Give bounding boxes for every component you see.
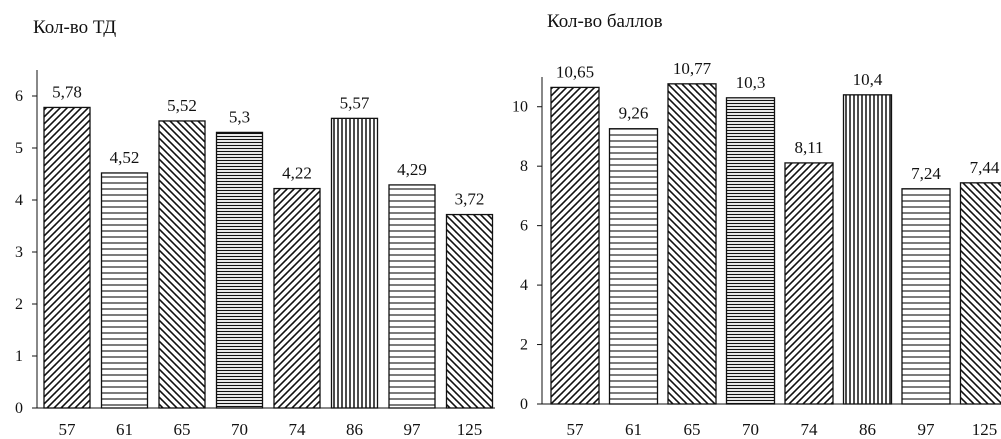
- x-tick-label: 97: [918, 420, 936, 439]
- y-tick-label: 1: [15, 348, 23, 365]
- x-tick-label: 86: [859, 420, 876, 439]
- x-tick-label: 57: [567, 420, 585, 439]
- x-tick-label: 65: [174, 420, 191, 439]
- data-label: 7,44: [970, 158, 1000, 177]
- x-tick-label: 61: [625, 420, 642, 439]
- data-label: 5,3: [229, 107, 250, 126]
- chart-title: Кол-во ТД: [33, 17, 117, 38]
- bar-61: [100, 172, 149, 409]
- x-tick-label: 125: [972, 420, 998, 439]
- x-tick-label: 61: [116, 420, 133, 439]
- data-label: 4,52: [110, 148, 140, 167]
- bar-70: [215, 131, 264, 409]
- data-label: 10,4: [853, 70, 883, 89]
- data-label: 4,29: [397, 160, 427, 179]
- bar-65: [667, 83, 717, 405]
- data-label: 9,26: [619, 104, 649, 123]
- y-tick-label: 8: [520, 158, 528, 175]
- bar-97: [388, 184, 436, 409]
- data-label: 8,11: [794, 138, 823, 157]
- y-tick-label: 2: [15, 296, 23, 313]
- bar-70: [725, 97, 776, 405]
- bar-97: [901, 188, 951, 405]
- x-tick-label: 86: [346, 420, 363, 439]
- data-label: 10,3: [736, 73, 766, 92]
- y-tick-label: 6: [15, 88, 23, 105]
- bar-125: [959, 182, 1001, 405]
- bar-74: [273, 187, 321, 409]
- x-tick-label: 74: [289, 420, 307, 439]
- chart-right: Кол-во баллов 0 2 4 6 8 10 10,65 57 9,26 61 10,77 6…: [500, 0, 1001, 439]
- x-tick-label: 65: [684, 420, 701, 439]
- y-tick-label: 3: [15, 244, 23, 261]
- data-label: 10,65: [556, 62, 594, 81]
- data-label: 5,78: [52, 82, 82, 101]
- chart-plot: 0 2 4 6 8 10 10,65 57 9,26 61 10,77 65 10,3 70 8,11 74 1…: [512, 59, 1001, 439]
- y-tick-label: 10: [512, 99, 528, 116]
- data-label: 10,77: [673, 59, 712, 78]
- bar-74: [784, 162, 834, 405]
- y-tick-label: 4: [520, 277, 528, 294]
- x-tick-label: 97: [404, 420, 422, 439]
- bar-125: [445, 213, 494, 409]
- y-tick-label: 2: [520, 337, 528, 354]
- y-tick-label: 4: [15, 192, 23, 209]
- chart-left: Кол-во ТД 0 1 2 3 4 5 6 5,78 57 4,52 61 5,52 65 5,3 70…: [0, 0, 500, 439]
- y-tick-label: 5: [15, 140, 23, 157]
- x-tick-label: 70: [231, 420, 248, 439]
- data-label: 5,52: [167, 96, 197, 115]
- y-tick-label: 6: [520, 218, 528, 235]
- x-tick-label: 74: [801, 420, 819, 439]
- x-tick-label: 57: [59, 420, 77, 439]
- bar-57: [43, 106, 91, 409]
- y-tick-label: 0: [520, 396, 528, 413]
- data-label: 7,24: [911, 164, 941, 183]
- bar-57: [550, 86, 600, 405]
- chart-plot: 0 1 2 3 4 5 6 5,78 57 4,52 61 5,52 65 5,3 70 4,22 74 5,57…: [15, 70, 495, 439]
- x-tick-label: 70: [742, 420, 759, 439]
- x-tick-label: 125: [457, 420, 483, 439]
- y-tick-label: 0: [15, 400, 23, 417]
- bar-61: [608, 128, 659, 405]
- bar-86: [330, 117, 379, 409]
- data-label: 5,57: [340, 93, 370, 112]
- bar-65: [158, 120, 206, 409]
- bar-86: [842, 94, 893, 405]
- data-label: 3,72: [455, 190, 485, 209]
- data-label: 4,22: [282, 164, 312, 183]
- chart-title: Кол-во баллов: [547, 11, 663, 32]
